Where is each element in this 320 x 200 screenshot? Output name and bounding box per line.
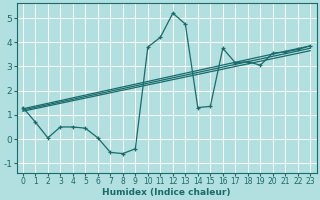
X-axis label: Humidex (Indice chaleur): Humidex (Indice chaleur) — [102, 188, 231, 197]
